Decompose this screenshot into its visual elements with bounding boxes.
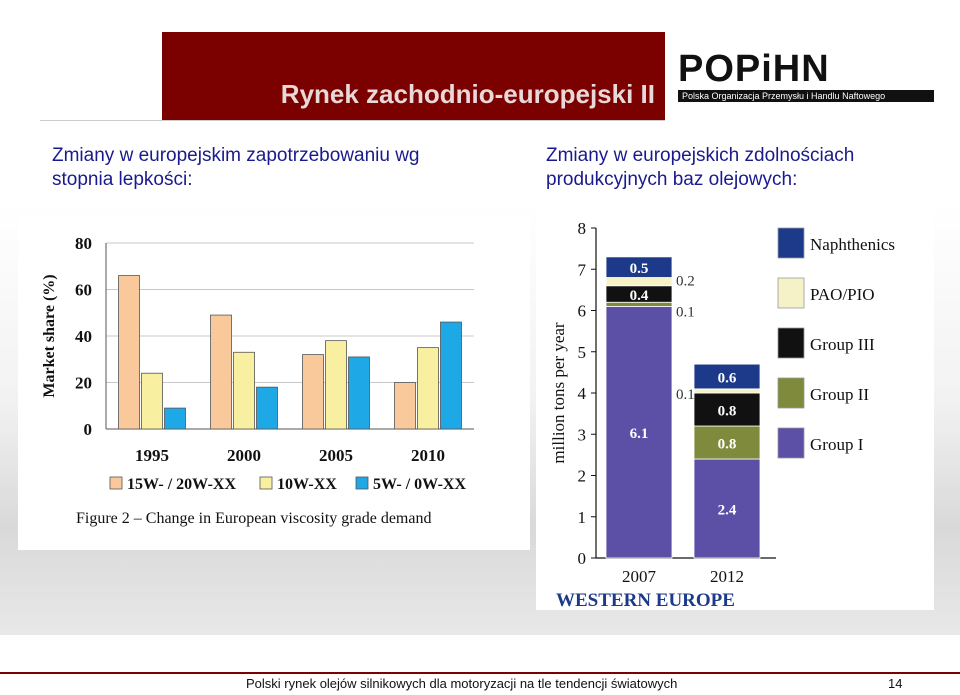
bar: [118, 275, 140, 430]
y-tick-label: 3: [578, 425, 587, 444]
legend-swatch: [259, 476, 273, 490]
bar: [164, 407, 186, 430]
footer-divider: [0, 672, 960, 674]
bar: [256, 386, 278, 430]
segment-label: 0.6: [718, 371, 737, 387]
bar-segment: [605, 277, 673, 287]
y-tick-label: 40: [75, 327, 92, 346]
legend-swatch: [777, 227, 805, 259]
y-tick-label: 6: [578, 302, 587, 321]
y-tick-label: 0: [84, 420, 93, 439]
segment-label: 2.4: [718, 503, 737, 519]
bar: [394, 382, 416, 430]
y-tick-label: 4: [578, 384, 587, 403]
x-tick-label: 2010: [411, 446, 445, 465]
x-tick-label: 1995: [135, 446, 169, 465]
page-number: 14: [888, 676, 903, 691]
bar-segment: [605, 256, 673, 278]
bar: [210, 314, 232, 430]
bar: [302, 354, 324, 430]
caption-base-oils: Zmiany w europejskich zdolnościach produ…: [546, 145, 855, 190]
bar: [233, 351, 255, 430]
bar-segment: [693, 392, 761, 427]
legend-label: Group II: [810, 385, 869, 404]
base-oil-capacity-chart: 0 1 2 3 4 5 6 7 8 million tons per year 6.1 0.1 0.4 0…: [549, 219, 895, 611]
bar-segment: [693, 363, 761, 390]
y-tick-label: 60: [75, 281, 92, 300]
bar: [141, 372, 163, 430]
popihn-logo: POPiHN Polska Organizacja Przemysłu i Ha…: [672, 48, 942, 106]
segment-label-outside: 0.2: [676, 274, 695, 290]
footer-text: Polski rynek olejów silnikowych dla moto…: [246, 676, 678, 691]
title-bar: Rynek zachodnio-europejski II: [162, 32, 665, 120]
y-tick-label: 8: [578, 219, 587, 238]
bar-segment: [605, 305, 673, 559]
segment-label-outside: 0.1: [676, 387, 695, 403]
x-tick-label: 2012: [710, 567, 744, 586]
title-divider: [40, 120, 665, 121]
logo-subtitle: Polska Organizacja Przemysłu i Handlu Na…: [678, 90, 934, 102]
bar: [440, 321, 462, 430]
y-axis-label: Market share (%): [41, 274, 58, 397]
y-tick-label: 5: [578, 343, 587, 362]
legend-label: 10W-XX: [277, 476, 337, 493]
viscosity-grade-chart: 0 20 40 60 80 1995 2000 2005 2010 Market share (%…: [41, 234, 474, 527]
bar: [348, 356, 370, 430]
legend-label: Group III: [810, 335, 875, 354]
legend-label: 15W- / 20W-XX: [127, 476, 236, 493]
caption-viscosity: Zmiany w europejskim zapotrzebowaniu wg …: [52, 145, 420, 190]
x-tick-label: 2000: [227, 446, 261, 465]
legend-swatch: [109, 476, 123, 490]
legend-label: Group I: [810, 435, 864, 454]
bar-segment: [693, 458, 761, 559]
y-tick-label: 1: [578, 508, 587, 527]
legend-swatch: [777, 277, 805, 309]
y-tick-label: 7: [578, 260, 587, 279]
x-tick-label: 2005: [319, 446, 353, 465]
page-title: Rynek zachodnio-europejski II: [280, 79, 655, 109]
segment-label: 0.8: [718, 404, 737, 420]
bar: [417, 347, 439, 430]
legend-swatch: [777, 327, 805, 359]
bar: [325, 340, 347, 430]
segment-label-outside: 0.1: [676, 304, 695, 320]
y-tick-label: 2: [578, 467, 587, 486]
chart-title: WESTERN EUROPE: [556, 590, 735, 610]
segment-label: 0.4: [630, 288, 649, 304]
segment-label: 6.1: [630, 426, 649, 442]
legend-label: PAO/PIO: [810, 285, 875, 304]
legend-label: 5W- / 0W-XX: [373, 476, 466, 493]
logo-wordmark: POPiHN: [678, 48, 830, 90]
x-tick-label: 2007: [622, 567, 657, 586]
base-oil-chart-panel: 0 1 2 3 4 5 6 7 8 million tons per year 6.1 0.1 0.4 0…: [536, 208, 934, 611]
bar-segment: [693, 388, 761, 394]
y-tick-label: 20: [75, 374, 92, 393]
y-axis-label: million tons per year: [549, 322, 568, 464]
bar-segment: [693, 425, 761, 460]
legend-swatch: [777, 427, 805, 459]
viscosity-chart-panel: 0 20 40 60 80 1995 2000 2005 2010 Market share (%…: [18, 215, 530, 550]
legend-swatch: [777, 377, 805, 409]
y-tick-label: 0: [578, 549, 587, 568]
segment-label: 0.8: [718, 437, 737, 453]
legend-swatch: [355, 476, 369, 490]
legend-label: Naphthenics: [810, 235, 895, 254]
segment-label: 0.5: [630, 261, 649, 277]
chart-caption: Figure 2 – Change in European viscosity …: [76, 510, 431, 527]
y-tick-label: 80: [75, 234, 92, 253]
